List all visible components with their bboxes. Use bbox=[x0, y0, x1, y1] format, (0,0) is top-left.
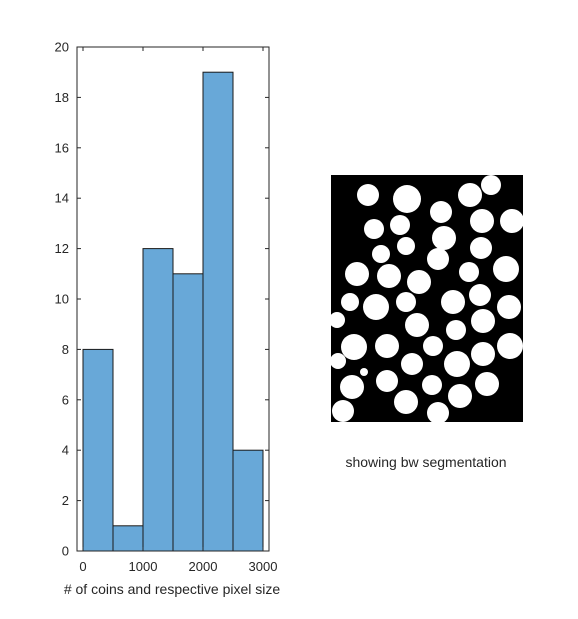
coin-blob bbox=[441, 290, 465, 314]
histogram-bars bbox=[82, 71, 264, 552]
coin-blob bbox=[345, 262, 369, 286]
x-tick-label: 0 bbox=[79, 559, 86, 574]
coin-blob bbox=[390, 215, 410, 235]
coin-blob bbox=[471, 309, 495, 333]
coin-blob bbox=[377, 264, 401, 288]
y-tick-label: 6 bbox=[62, 392, 69, 407]
coin-blob bbox=[432, 226, 456, 250]
image-bottom-margin bbox=[323, 422, 533, 430]
coin-blob bbox=[493, 256, 519, 282]
coin-blob bbox=[470, 237, 492, 259]
coin-blob bbox=[364, 219, 384, 239]
coin-blob bbox=[375, 334, 399, 358]
coin-blob bbox=[393, 185, 421, 213]
coin-blob bbox=[458, 183, 482, 207]
coin-blob bbox=[448, 384, 472, 408]
coin-blob bbox=[397, 237, 415, 255]
coin-blob bbox=[422, 375, 442, 395]
coin-blob bbox=[405, 313, 429, 337]
coin-blob bbox=[394, 390, 418, 414]
histogram-bar bbox=[232, 449, 264, 552]
y-tick-labels: 0 2 4 6 8 10 12 14 16 18 20 bbox=[55, 40, 69, 559]
coin-blob bbox=[396, 292, 416, 312]
y-tick-label: 16 bbox=[55, 140, 69, 155]
image-right-margin bbox=[523, 167, 533, 430]
coin-blob bbox=[430, 201, 452, 223]
y-tick-label: 10 bbox=[55, 292, 69, 307]
histogram-bar bbox=[172, 273, 204, 552]
y-tick-label: 4 bbox=[62, 443, 69, 458]
coin-blob bbox=[470, 209, 494, 233]
coin-blob bbox=[469, 284, 491, 306]
coin-blob bbox=[330, 353, 346, 369]
coin-blob bbox=[500, 209, 524, 233]
y-tick-label: 14 bbox=[55, 191, 69, 206]
y-tick-label: 2 bbox=[62, 493, 69, 508]
image-top-margin bbox=[323, 167, 533, 175]
coin-blob bbox=[360, 368, 368, 376]
y-tick-label: 12 bbox=[55, 241, 69, 256]
y-tick-label: 18 bbox=[55, 90, 69, 105]
coin-blob bbox=[407, 270, 431, 294]
coin-blob bbox=[340, 375, 364, 399]
coin-blob bbox=[427, 402, 449, 424]
x-tick-label: 2000 bbox=[189, 559, 218, 574]
coin-blob bbox=[357, 184, 379, 206]
histogram-bar bbox=[112, 525, 144, 552]
x-axis-label: # of coins and respective pixel size bbox=[64, 581, 281, 597]
histogram-bar bbox=[202, 71, 234, 552]
coin-blob bbox=[444, 351, 470, 377]
coin-blob bbox=[329, 312, 345, 328]
coin-blob bbox=[497, 333, 523, 359]
coin-blobs bbox=[329, 175, 524, 424]
x-tick-label: 3000 bbox=[249, 559, 278, 574]
y-tick-label: 20 bbox=[55, 40, 69, 55]
image-caption: showing bw segmentation bbox=[345, 454, 506, 470]
x-tick-label: 1000 bbox=[129, 559, 158, 574]
y-tick-label: 8 bbox=[62, 342, 69, 357]
coin-blob bbox=[459, 262, 479, 282]
x-tick-labels: 0 1000 2000 3000 bbox=[79, 559, 277, 574]
histogram-bar bbox=[82, 348, 114, 552]
coin-blob bbox=[475, 372, 499, 396]
coin-blob bbox=[372, 245, 390, 263]
coin-blob bbox=[481, 175, 501, 195]
coin-blob bbox=[471, 342, 495, 366]
image-left-margin bbox=[323, 167, 331, 430]
coin-blob bbox=[332, 400, 354, 422]
coin-blob bbox=[376, 370, 398, 392]
y-tick-label: 0 bbox=[62, 544, 69, 559]
coin-blob bbox=[363, 294, 389, 320]
coin-blob bbox=[423, 336, 443, 356]
coin-blob bbox=[497, 295, 521, 319]
axis-ticks bbox=[77, 46, 269, 552]
coin-blob bbox=[446, 320, 466, 340]
coin-blob bbox=[401, 353, 423, 375]
histogram-bar bbox=[142, 248, 174, 552]
histogram-axes: 0 2 4 6 8 10 12 14 16 18 20 0 1000 2000 3000 # of coi… bbox=[55, 40, 281, 598]
segmentation-image: showing bw segmentation bbox=[323, 167, 533, 470]
coin-blob bbox=[341, 293, 359, 311]
coin-blob bbox=[427, 248, 449, 270]
coin-blob bbox=[341, 334, 367, 360]
